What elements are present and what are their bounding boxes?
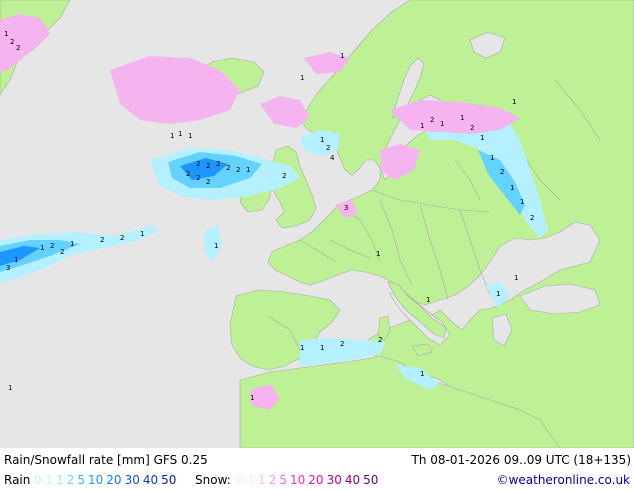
svg-text:3: 3 xyxy=(344,204,348,212)
snow-legend-value: 1 xyxy=(258,473,266,487)
snow-legend-value: 20 xyxy=(308,473,324,487)
svg-text:2: 2 xyxy=(326,144,330,152)
rain-legend-value: 1 xyxy=(56,473,64,487)
snow-legend-value: 30 xyxy=(326,473,342,487)
svg-text:2: 2 xyxy=(430,116,434,124)
svg-text:2: 2 xyxy=(500,168,504,176)
rain-legend-value: 0.1 xyxy=(34,473,54,487)
svg-text:1: 1 xyxy=(496,290,500,298)
svg-text:1: 1 xyxy=(246,166,250,174)
svg-text:1: 1 xyxy=(420,122,424,130)
svg-text:1: 1 xyxy=(170,132,174,140)
svg-text:1: 1 xyxy=(510,184,514,192)
svg-text:2: 2 xyxy=(100,236,104,244)
svg-text:1: 1 xyxy=(460,114,464,122)
svg-text:1: 1 xyxy=(340,52,344,60)
snow-legend-value: 40 xyxy=(344,473,361,487)
svg-text:2: 2 xyxy=(282,172,286,180)
footer-legend-row: Rain 0.1 1 2 5 10 20 30 40 50 Snow: 0.1 1 2 5 10 20 30… xyxy=(0,470,634,488)
svg-text:2: 2 xyxy=(196,174,200,182)
snow-legend-scale: 0.1 1 2 5 10 20 30 40 50 xyxy=(236,472,381,488)
svg-text:3: 3 xyxy=(6,264,10,272)
rain-legend-value: 5 xyxy=(77,473,86,487)
snow-legend-label: Snow: xyxy=(195,473,231,487)
svg-text:2: 2 xyxy=(236,166,240,174)
svg-text:1: 1 xyxy=(178,130,182,138)
rain-legend-value: 20 xyxy=(106,473,122,487)
svg-text:1: 1 xyxy=(40,244,44,252)
snow-legend-value: 2 xyxy=(268,473,277,487)
svg-text:1: 1 xyxy=(440,120,444,128)
svg-text:2: 2 xyxy=(530,214,534,222)
snow-legend-value: 10 xyxy=(290,473,306,487)
svg-text:2: 2 xyxy=(60,248,64,256)
svg-text:1: 1 xyxy=(520,198,524,206)
svg-text:2: 2 xyxy=(378,336,382,344)
rain-legend-scale: 0.1 1 2 5 10 20 30 40 50 xyxy=(34,472,179,488)
map-datetime: Th 08-01-2026 09..09 UTC (18+135) xyxy=(411,453,631,467)
svg-text:2: 2 xyxy=(196,160,200,168)
svg-text:1: 1 xyxy=(420,370,424,378)
rain-legend-value: 50 xyxy=(161,473,177,487)
svg-text:2: 2 xyxy=(16,44,20,52)
svg-text:2: 2 xyxy=(10,38,14,46)
svg-text:2: 2 xyxy=(340,340,344,348)
svg-text:1: 1 xyxy=(514,274,518,282)
svg-text:1: 1 xyxy=(188,132,192,140)
footer-info-row: Rain/Snowfall rate [mm] GFS 0.25 Th 08-0… xyxy=(0,450,634,468)
black-sea xyxy=(519,283,601,315)
svg-text:2: 2 xyxy=(470,124,474,132)
svg-text:2: 2 xyxy=(186,170,190,178)
rain-legend-value: 10 xyxy=(88,473,104,487)
credit-link[interactable]: ©weatheronline.co.uk xyxy=(496,473,630,487)
svg-text:1: 1 xyxy=(490,154,494,162)
svg-text:1: 1 xyxy=(140,230,144,238)
snow-legend-value: 0.1 xyxy=(236,473,256,487)
rain-legend-value: 2 xyxy=(66,473,75,487)
italy-land xyxy=(387,281,447,339)
map-title: Rain/Snowfall rate [mm] GFS 0.25 xyxy=(4,453,208,467)
rain-legend-value: 30 xyxy=(124,473,140,487)
sardinia xyxy=(377,315,391,341)
sicily xyxy=(411,343,433,357)
svg-text:1: 1 xyxy=(70,240,74,248)
svg-text:2: 2 xyxy=(226,164,230,172)
svg-text:1: 1 xyxy=(320,136,324,144)
snow-areas xyxy=(0,14,520,410)
svg-text:1: 1 xyxy=(300,74,304,82)
rain-legend-label: Rain xyxy=(4,473,31,487)
rain-legend-value: 40 xyxy=(142,473,159,487)
svg-text:4: 4 xyxy=(330,154,335,162)
svg-text:2: 2 xyxy=(50,242,54,250)
svg-text:2: 2 xyxy=(206,162,210,170)
white-sea xyxy=(469,31,506,59)
svg-text:1: 1 xyxy=(480,134,484,142)
snow-legend-value: 5 xyxy=(279,473,288,487)
snow-legend-value: 50 xyxy=(363,473,379,487)
svg-text:2: 2 xyxy=(120,234,124,242)
svg-text:1: 1 xyxy=(8,384,12,392)
svg-text:1: 1 xyxy=(512,98,516,106)
svg-text:1: 1 xyxy=(4,30,8,38)
svg-text:1: 1 xyxy=(14,256,18,264)
svg-text:2: 2 xyxy=(206,178,210,186)
svg-text:1: 1 xyxy=(300,344,304,352)
rain-areas xyxy=(0,110,548,390)
svg-text:1: 1 xyxy=(214,242,218,250)
svg-text:2: 2 xyxy=(216,160,220,168)
aegean-sea xyxy=(491,313,513,347)
svg-text:1: 1 xyxy=(426,296,430,304)
svg-text:1: 1 xyxy=(320,344,324,352)
svg-text:1: 1 xyxy=(250,394,254,402)
svg-text:1: 1 xyxy=(376,250,380,258)
